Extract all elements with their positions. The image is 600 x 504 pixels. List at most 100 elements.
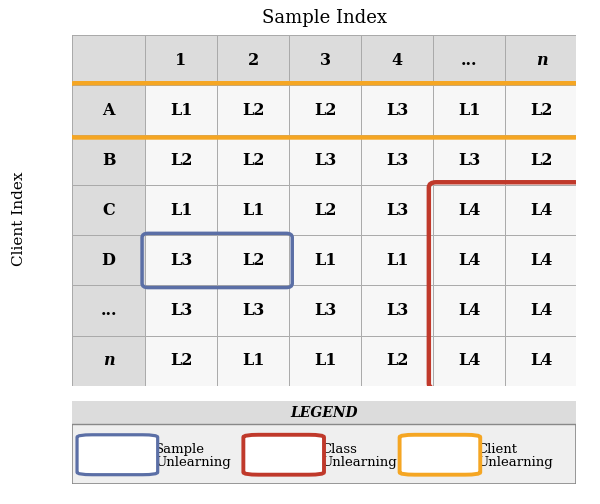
Text: L3: L3	[314, 302, 337, 319]
FancyBboxPatch shape	[244, 435, 324, 475]
Text: Sample Index: Sample Index	[262, 9, 386, 27]
Bar	[289, 336, 361, 386]
Bar	[145, 85, 217, 136]
Text: Class: Class	[322, 443, 358, 456]
Text: A: A	[102, 102, 115, 119]
Text: L3: L3	[386, 152, 409, 169]
Bar	[217, 85, 289, 136]
Text: 1: 1	[175, 52, 187, 69]
Bar	[289, 136, 361, 185]
Text: 4: 4	[392, 52, 403, 69]
Text: L1: L1	[314, 352, 337, 369]
Text: n: n	[103, 352, 115, 369]
Text: L2: L2	[242, 102, 265, 119]
Text: L2: L2	[530, 102, 553, 119]
Bar	[433, 185, 505, 235]
Bar	[217, 336, 289, 386]
Bar	[361, 336, 433, 386]
Bar	[217, 136, 289, 185]
Text: LEGEND: LEGEND	[290, 406, 358, 420]
Text: L1: L1	[458, 102, 481, 119]
Text: L2: L2	[314, 102, 337, 119]
Bar	[145, 136, 217, 185]
Text: D: D	[101, 252, 115, 269]
Bar	[505, 185, 578, 235]
Text: Unlearning: Unlearning	[478, 456, 553, 469]
Bar	[72, 35, 145, 85]
Text: L1: L1	[170, 102, 193, 119]
Text: L1: L1	[170, 202, 193, 219]
Text: Client Index: Client Index	[12, 172, 26, 267]
Bar	[289, 235, 361, 285]
Text: L4: L4	[458, 202, 481, 219]
Text: L2: L2	[242, 252, 265, 269]
Text: 3: 3	[320, 52, 331, 69]
Bar	[505, 136, 578, 185]
Bar	[72, 136, 145, 185]
Text: ...: ...	[100, 302, 117, 319]
Text: L3: L3	[170, 302, 192, 319]
Bar	[433, 136, 505, 185]
Bar	[145, 185, 217, 235]
Text: L4: L4	[458, 252, 481, 269]
Text: L4: L4	[458, 352, 481, 369]
Text: L4: L4	[530, 202, 553, 219]
Text: Client: Client	[478, 443, 518, 456]
Bar	[361, 235, 433, 285]
Bar	[217, 185, 289, 235]
Bar	[145, 285, 217, 336]
Bar	[145, 35, 217, 85]
Bar	[217, 285, 289, 336]
Bar	[433, 35, 505, 85]
Bar	[72, 336, 145, 386]
Text: L1: L1	[242, 352, 265, 369]
Bar	[433, 85, 505, 136]
FancyBboxPatch shape	[77, 435, 158, 475]
Bar	[505, 85, 578, 136]
Text: L1: L1	[314, 252, 337, 269]
Bar	[361, 85, 433, 136]
Text: 2: 2	[248, 52, 259, 69]
Bar	[217, 235, 289, 285]
Bar	[433, 336, 505, 386]
Text: ...: ...	[461, 52, 478, 69]
Text: Unlearning: Unlearning	[322, 456, 397, 469]
Text: L4: L4	[530, 252, 553, 269]
Text: L2: L2	[170, 352, 193, 369]
Text: Unlearning: Unlearning	[155, 456, 231, 469]
Text: L3: L3	[386, 202, 409, 219]
Text: L2: L2	[386, 352, 409, 369]
Text: L2: L2	[242, 152, 265, 169]
Bar	[505, 336, 578, 386]
Bar	[361, 285, 433, 336]
Bar	[289, 35, 361, 85]
Bar	[72, 235, 145, 285]
Bar	[289, 285, 361, 336]
Text: L1: L1	[386, 252, 409, 269]
Text: L3: L3	[386, 102, 409, 119]
Text: C: C	[102, 202, 115, 219]
Bar	[72, 401, 576, 424]
FancyBboxPatch shape	[400, 435, 480, 475]
Bar	[433, 235, 505, 285]
Text: n: n	[536, 52, 547, 69]
Text: L4: L4	[458, 302, 481, 319]
Bar	[361, 35, 433, 85]
Bar	[72, 185, 145, 235]
Text: Sample: Sample	[155, 443, 205, 456]
Text: L3: L3	[314, 152, 337, 169]
Text: L2: L2	[530, 152, 553, 169]
Bar	[505, 235, 578, 285]
Text: L4: L4	[530, 352, 553, 369]
Bar	[289, 85, 361, 136]
Bar	[289, 185, 361, 235]
Text: L3: L3	[242, 302, 265, 319]
Text: B: B	[102, 152, 115, 169]
Bar	[505, 35, 578, 85]
Bar	[72, 85, 145, 136]
Text: L3: L3	[386, 302, 409, 319]
Bar	[145, 235, 217, 285]
Text: L2: L2	[314, 202, 337, 219]
Bar	[72, 285, 145, 336]
Text: L2: L2	[170, 152, 193, 169]
